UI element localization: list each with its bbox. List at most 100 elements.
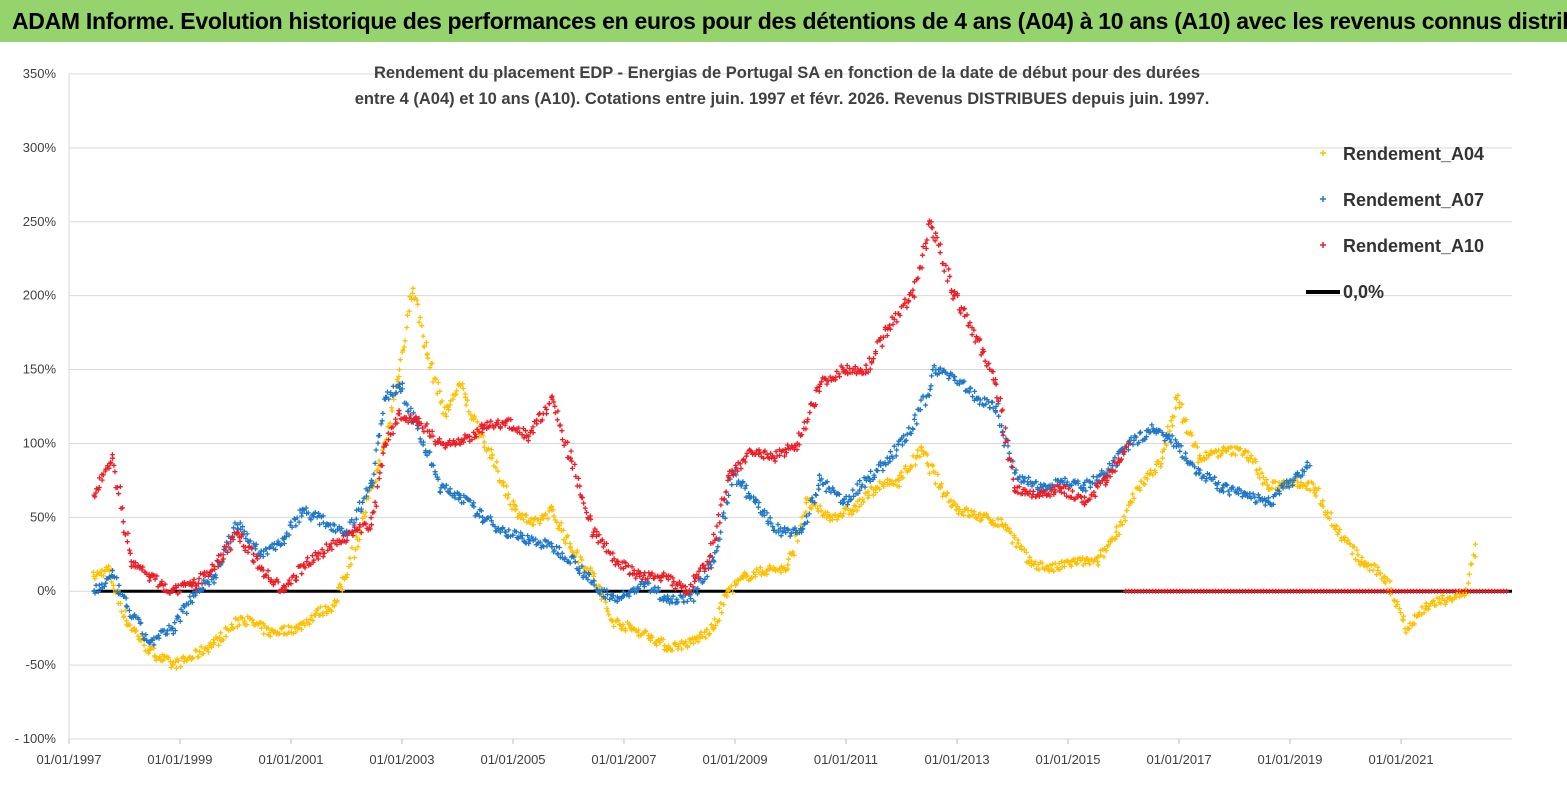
point [1469,561,1475,567]
point [296,519,302,525]
point [355,537,361,542]
point [681,589,686,595]
point [910,293,916,299]
point [785,442,791,448]
point [695,586,701,592]
point [641,572,647,578]
point [939,481,944,487]
point [795,538,801,544]
point [1301,469,1307,474]
point [1184,458,1190,464]
point [235,529,240,535]
point [1032,559,1038,565]
point [1075,481,1081,486]
point [886,482,892,487]
point [273,547,279,553]
point [1013,544,1019,550]
point [146,578,152,584]
point [752,500,758,506]
point [1010,476,1016,482]
point [660,637,666,642]
point [562,555,568,561]
point [880,334,886,340]
point [373,503,379,509]
point [106,465,112,471]
point [399,380,405,386]
point [261,631,267,637]
point [420,439,426,445]
point [1055,483,1061,489]
point [873,485,879,491]
point [1224,449,1230,454]
point [393,416,399,422]
point [166,623,172,629]
series-rendement_a10 [91,218,1132,597]
point [135,633,141,639]
x-tick-label: 01/01/2021 [1369,752,1434,767]
point [233,615,239,621]
x-tick-label: 01/01/2017 [1147,752,1212,767]
point [332,522,337,528]
point [549,544,555,550]
point [1247,456,1253,461]
point [643,628,649,634]
point [834,517,840,523]
y-tick-label: 250% [23,214,57,229]
point [636,586,642,592]
point [804,513,809,519]
point [695,591,700,597]
point [1085,555,1091,561]
point [933,230,939,236]
point [1142,436,1148,442]
banner-title: ADAM Informe. Evolution historique des p… [12,7,1567,34]
point [185,601,191,607]
point [1039,560,1045,566]
point [807,410,813,415]
point [457,492,462,498]
series-rendement_a04 [90,285,1478,671]
point [1020,478,1026,484]
point [815,505,821,511]
point [406,308,412,314]
point [945,278,950,284]
point [1189,432,1195,438]
point [923,246,929,251]
point [204,646,210,652]
point [500,525,506,531]
point [702,576,708,582]
point [614,599,620,605]
point [267,630,273,636]
point [877,486,883,492]
point [223,633,229,639]
point [813,387,819,393]
point [944,371,950,377]
point [520,517,526,522]
point [1000,432,1006,438]
point [282,584,288,590]
point [891,316,897,322]
point [1264,477,1270,483]
point [944,490,950,496]
point [757,565,763,570]
point [755,504,761,510]
point [943,262,949,268]
point [982,358,988,364]
point [123,595,129,601]
point [187,579,193,585]
y-tick-label: -50% [26,657,57,672]
point [1466,580,1471,586]
point [306,621,312,627]
point [1062,475,1068,481]
point [646,633,652,639]
point [1112,455,1118,460]
x-tick-label: 01/01/1997 [36,752,101,767]
point [363,521,369,527]
point [139,567,145,573]
point [312,509,318,515]
point [859,482,865,488]
point [1044,563,1050,569]
point [147,647,152,653]
point [805,416,811,422]
point [915,447,921,453]
point [505,491,511,497]
